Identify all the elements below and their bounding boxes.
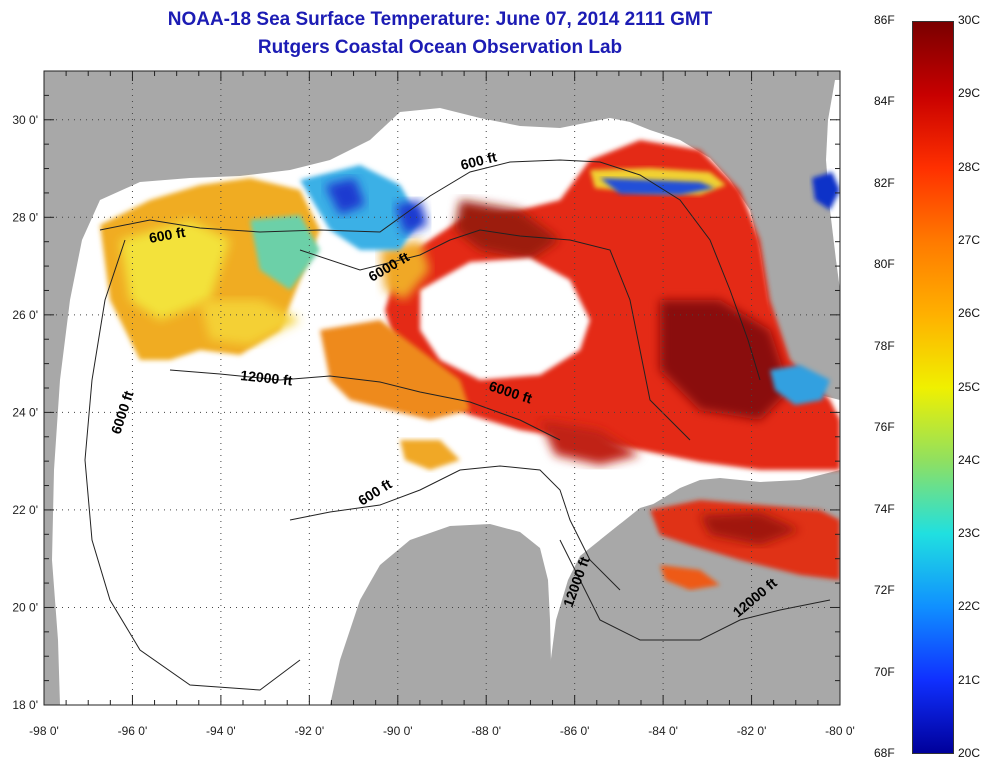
colorbar-fahrenheit-label: 72F bbox=[874, 583, 895, 598]
colorbar-fahrenheit-label: 82F bbox=[874, 175, 895, 190]
contour-600-yucatan bbox=[289, 465, 621, 591]
y-tick-label: 22 0' bbox=[12, 503, 38, 517]
colorbar-celsius-label: 22C bbox=[958, 599, 981, 614]
colorbar-celsius-label: 23C bbox=[958, 526, 981, 541]
colorbar-celsius-label: 29C bbox=[958, 86, 981, 101]
y-tick-label: 30 0' bbox=[12, 113, 38, 127]
y-tick-label: 26 0' bbox=[12, 308, 38, 322]
mexico-land bbox=[44, 71, 96, 705]
x-tick-label: -92 0' bbox=[295, 724, 325, 738]
colorbar-celsius-label: 20C bbox=[958, 746, 981, 760]
y-tick-label: 24 0' bbox=[12, 405, 38, 419]
x-tick-label: -90 0' bbox=[383, 724, 413, 738]
x-axis-labels: -98 0' -96 0' -94 0' -92 0' -90 0' -88 0' -86 … bbox=[29, 724, 855, 738]
x-tick-label: -88 0' bbox=[471, 724, 501, 738]
temperature-colorbar bbox=[912, 21, 954, 754]
y-axis-labels: 18 0' 20 0' 22 0' 24 0' 26 0' 28 0' 30 0' bbox=[12, 113, 38, 712]
map-title: NOAA-18 Sea Surface Temperature: June 07… bbox=[167, 9, 713, 30]
colorbar-celsius-label: 28C bbox=[958, 159, 981, 174]
contour-600 bbox=[99, 159, 761, 381]
colorbar-celsius-label: 27C bbox=[958, 232, 981, 247]
x-tick-label: -84 0' bbox=[648, 724, 678, 738]
colorbar-celsius-label: 25C bbox=[958, 379, 981, 394]
colorbar-celsius-label: 26C bbox=[958, 306, 981, 321]
y-tick-label: 18 0' bbox=[12, 698, 38, 712]
colorbar-fahrenheit-label: 76F bbox=[874, 420, 895, 435]
colorbar-celsius-label: 21C bbox=[958, 672, 981, 687]
title-block: NOAA-18 Sea Surface Temperature: June 07… bbox=[40, 6, 840, 62]
colorbar-fahrenheit-label: 70F bbox=[874, 664, 895, 679]
colorbar-celsius-label: 24C bbox=[958, 452, 981, 467]
x-tick-label: -98 0' bbox=[29, 724, 59, 738]
colorbar-celsius-label: 30C bbox=[958, 13, 981, 27]
contour-12000 bbox=[169, 369, 561, 441]
colorbar-fahrenheit-label: 68F bbox=[874, 746, 895, 760]
contour-label: 12000 ft bbox=[240, 367, 294, 388]
contour-6000-b bbox=[299, 229, 691, 441]
yucatan-land bbox=[330, 524, 552, 705]
x-tick-label: -86 0' bbox=[560, 724, 590, 738]
x-tick-label: -82 0' bbox=[737, 724, 767, 738]
colorbar-fahrenheit-label: 84F bbox=[874, 94, 895, 109]
colorbar-fahrenheit-label: 74F bbox=[874, 501, 895, 516]
x-tick-label: -80 0' bbox=[825, 724, 855, 738]
contour-label: 600 ft bbox=[148, 224, 187, 246]
bathymetry-contours bbox=[84, 159, 831, 691]
x-tick-label: -96 0' bbox=[118, 724, 148, 738]
contour-6000-a bbox=[84, 239, 301, 691]
colorbar-fahrenheit-label: 80F bbox=[874, 257, 895, 272]
colorbar-fahrenheit-label: 78F bbox=[874, 338, 895, 353]
x-tick-label: -94 0' bbox=[206, 724, 236, 738]
tick-marks bbox=[43, 70, 841, 706]
map-subtitle: Rutgers Coastal Ocean Observation Lab bbox=[257, 37, 623, 58]
y-tick-label: 28 0' bbox=[12, 210, 38, 224]
y-tick-label: 20 0' bbox=[12, 600, 38, 614]
colorbar-fahrenheit-label: 86F bbox=[874, 13, 895, 27]
graticule bbox=[44, 71, 840, 705]
contour-12000-south bbox=[559, 539, 831, 641]
